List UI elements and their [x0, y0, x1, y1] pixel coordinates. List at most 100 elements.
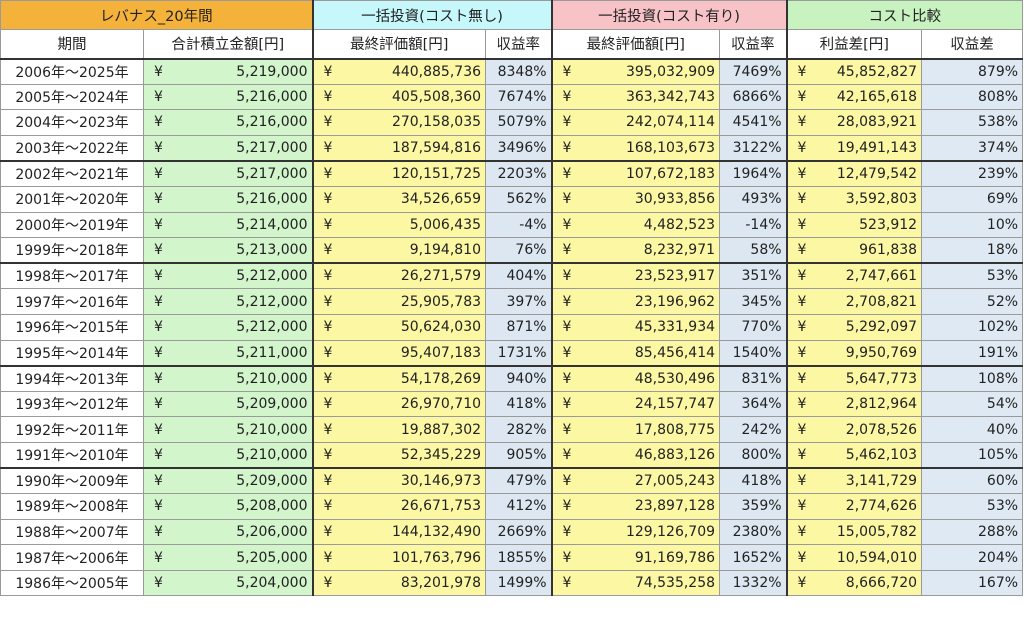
yen-symbol: ¥	[154, 473, 163, 490]
yen-symbol: ¥	[797, 114, 807, 131]
cell-rate-diff: 102%	[921, 313, 1024, 341]
yen-symbol: ¥	[323, 523, 333, 540]
cell-period: 2004年～2023年	[0, 109, 144, 136]
yen-symbol: ¥	[562, 396, 572, 413]
cell-value: 5,647,773	[845, 370, 918, 387]
cell-final-nocost: ¥26,671,753	[311, 493, 487, 520]
cell-rate-cost: 831%	[719, 364, 788, 392]
cell-value: 2,774,626	[845, 498, 918, 515]
cell-value: 5,211,000	[236, 344, 308, 361]
cell-value: 5,213,000	[236, 242, 308, 259]
cell-rate-diff: 53%	[921, 262, 1024, 290]
cell-total-contrib: ¥5,216,000	[142, 83, 314, 111]
cell-final-cost: ¥129,126,709	[550, 518, 721, 546]
cell-profit-diff: ¥5,647,773	[785, 364, 923, 392]
cell-profit-diff: ¥15,005,782	[785, 518, 923, 546]
column-header-profit-diff: 利益差[円]	[785, 29, 923, 59]
cell-rate-cost: 3122%	[719, 134, 788, 162]
cell-period: 1989年～2008年	[0, 493, 144, 520]
cell-value: 26,671,753	[400, 498, 482, 515]
cell-rate-nocost: 940%	[485, 364, 553, 392]
cell-period: 1995年～2014年	[0, 339, 144, 367]
cell-value: 8,232,971	[643, 242, 716, 259]
cell-profit-diff: ¥28,083,921	[785, 109, 923, 136]
cell-value: 34,526,659	[400, 191, 482, 208]
cell-value: 5,214,000	[236, 216, 308, 233]
cell-value: 107,672,183	[625, 165, 716, 182]
cell-rate-nocost: 1499%	[485, 569, 553, 597]
yen-symbol: ¥	[797, 370, 807, 387]
cell-value: 48,530,496	[634, 370, 716, 387]
cell-rate-cost: 1652%	[719, 544, 788, 571]
cell-total-contrib: ¥5,208,000	[142, 493, 314, 520]
column-header-rate-cost: 収益率	[719, 29, 788, 59]
yen-symbol: ¥	[562, 344, 572, 361]
cell-value: 187,594,816	[391, 139, 482, 156]
cell-rate-cost: 4541%	[719, 109, 788, 136]
cell-rate-nocost: 7674%	[485, 83, 553, 111]
cell-total-contrib: ¥5,212,000	[142, 313, 314, 341]
cell-rate-nocost: 871%	[485, 313, 553, 341]
cell-profit-diff: ¥2,708,821	[785, 288, 923, 315]
yen-symbol: ¥	[154, 344, 163, 361]
table-row: 2002年～2021年 ¥5,217,000 ¥120,151,725 2203% ¥1…	[0, 159, 1024, 187]
cell-value: 5,216,000	[236, 114, 308, 131]
cell-value: 5,210,000	[236, 370, 308, 387]
cell-value: 5,212,000	[236, 319, 308, 336]
cell-rate-diff: 69%	[921, 185, 1024, 213]
cell-value: 45,331,934	[634, 319, 716, 336]
cell-rate-cost: 351%	[719, 262, 788, 290]
cell-rate-cost: 7469%	[719, 57, 788, 85]
yen-symbol: ¥	[154, 549, 163, 566]
group-header-main: レバナス_20年間	[0, 0, 314, 30]
cell-period: 1994年～2013年	[0, 364, 144, 392]
yen-symbol: ¥	[323, 446, 333, 463]
column-header-final-cost: 最終評価額[円]	[550, 29, 721, 59]
cell-rate-nocost: 404%	[485, 262, 553, 290]
cell-rate-nocost: 76%	[485, 237, 553, 264]
cell-rate-diff: 204%	[921, 544, 1024, 571]
cell-value: 242,074,114	[625, 114, 716, 131]
cell-final-cost: ¥23,897,128	[550, 493, 721, 520]
cell-final-cost: ¥363,342,743	[550, 83, 721, 111]
table-row: 2000年～2019年 ¥5,214,000 ¥5,006,435 -4% ¥4,482…	[0, 211, 1024, 239]
yen-symbol: ¥	[797, 319, 807, 336]
cell-rate-nocost: -4%	[485, 211, 553, 239]
yen-symbol: ¥	[562, 549, 572, 566]
cell-final-nocost: ¥187,594,816	[311, 134, 487, 162]
cell-rate-cost: 1540%	[719, 339, 788, 367]
cell-value: 5,209,000	[236, 473, 308, 490]
cell-final-cost: ¥4,482,523	[550, 211, 721, 239]
yen-symbol: ¥	[562, 421, 572, 438]
cell-total-contrib: ¥5,217,000	[142, 159, 314, 187]
cell-rate-diff: 288%	[921, 518, 1024, 546]
yen-symbol: ¥	[154, 165, 163, 182]
cell-rate-diff: 191%	[921, 339, 1024, 367]
cell-value: 2,812,964	[845, 396, 918, 413]
yen-symbol: ¥	[154, 88, 163, 105]
cell-final-nocost: ¥405,508,360	[311, 83, 487, 111]
yen-symbol: ¥	[562, 446, 572, 463]
cell-value: 26,271,579	[400, 268, 482, 285]
yen-symbol: ¥	[562, 370, 572, 387]
cell-profit-diff: ¥19,491,143	[785, 134, 923, 162]
cell-final-nocost: ¥54,178,269	[311, 364, 487, 392]
yen-symbol: ¥	[154, 139, 163, 156]
cell-value: 46,883,126	[634, 446, 716, 463]
cell-total-contrib: ¥5,210,000	[142, 364, 314, 392]
yen-symbol: ¥	[797, 396, 807, 413]
cell-profit-diff: ¥45,852,827	[785, 57, 923, 85]
cell-rate-nocost: 412%	[485, 493, 553, 520]
table-row: 2004年～2023年 ¥5,216,000 ¥270,158,035 5079% ¥2…	[0, 109, 1024, 136]
cell-rate-nocost: 1731%	[485, 339, 553, 367]
yen-symbol: ¥	[154, 396, 163, 413]
cell-profit-diff: ¥5,462,103	[785, 441, 923, 469]
cell-rate-diff: 40%	[921, 416, 1024, 443]
cell-rate-diff: 108%	[921, 364, 1024, 392]
column-header-final-nocost: 最終評価額[円]	[311, 29, 487, 59]
cell-rate-diff: 239%	[921, 159, 1024, 187]
yen-symbol: ¥	[323, 396, 333, 413]
cell-profit-diff: ¥9,950,769	[785, 339, 923, 367]
cell-value: 523,912	[859, 216, 918, 233]
cell-profit-diff: ¥523,912	[785, 211, 923, 239]
